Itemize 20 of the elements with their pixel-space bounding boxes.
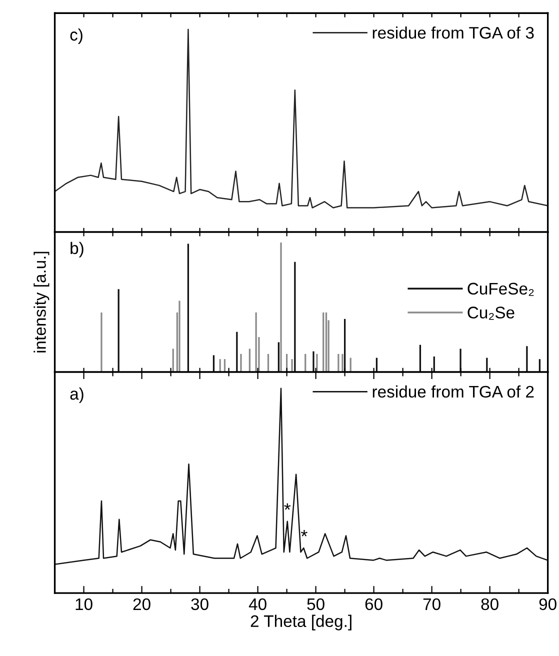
x-tick-label: 60 <box>365 598 382 610</box>
annotation: a) <box>70 388 84 404</box>
x-tick-label: 80 <box>481 598 498 610</box>
x-tick-label: 40 <box>248 598 266 610</box>
annotation: c) <box>70 28 82 44</box>
annotation: * <box>300 530 308 536</box>
legend-label: residue from TGA of 3 <box>372 26 534 39</box>
x-tick-label: 90 <box>539 598 556 610</box>
y-axis-title: intensity [a.u.] <box>34 252 50 352</box>
legend-label: residue from TGA of 2 <box>372 385 534 398</box>
legend-label: CuFeSe₂ <box>468 282 534 296</box>
legend-label: Cu₂Se <box>468 306 514 320</box>
x-axis-title: 2 Theta [deg.] <box>250 614 352 630</box>
x-tick-label: 10 <box>76 598 92 610</box>
x-tick-label: 50 <box>307 598 324 610</box>
annotation: * <box>284 503 291 510</box>
x-tick-label: 30 <box>191 598 208 610</box>
x-tick-label: 70 <box>423 598 440 610</box>
annotation: b) <box>70 242 84 258</box>
x-tick-label: 20 <box>133 598 150 610</box>
